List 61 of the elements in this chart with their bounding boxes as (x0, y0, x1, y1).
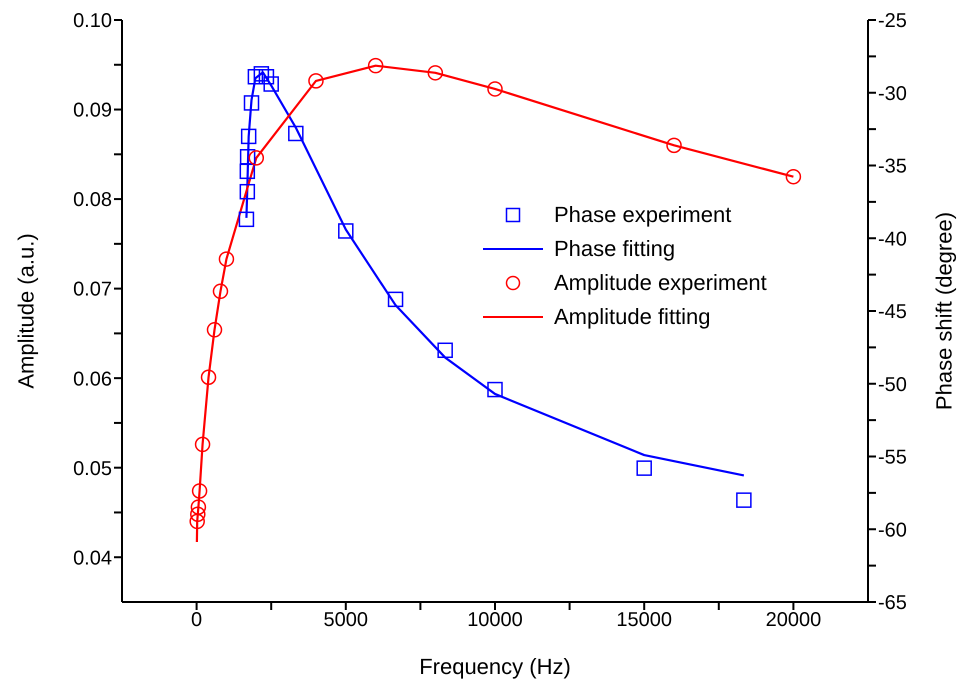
point (288, 126, 304, 142)
point (190, 506, 206, 522)
point (212, 284, 228, 300)
y2-tick-label: -30 (878, 82, 907, 105)
point (190, 499, 206, 515)
point (368, 58, 384, 74)
point (437, 342, 453, 358)
x-tick-label: 0 (191, 609, 202, 632)
point (428, 65, 444, 81)
point (636, 460, 652, 476)
y-tick-label: 0.10 (73, 10, 112, 32)
legend-label: Amplitude experiment (554, 269, 767, 297)
point (308, 73, 324, 89)
point (338, 223, 354, 239)
point (238, 212, 254, 228)
point (200, 370, 216, 386)
y2-tick-label: -45 (878, 301, 907, 324)
point (258, 68, 274, 84)
y2-tick-label: -50 (878, 374, 907, 396)
point (254, 66, 270, 82)
point (240, 128, 256, 144)
point (244, 95, 260, 111)
point (487, 382, 503, 398)
point (189, 514, 205, 530)
y-tick-label: 0.09 (73, 100, 112, 122)
point (206, 322, 222, 338)
y-axis-title: Amplitude (a.u.) (14, 233, 38, 389)
point (666, 138, 682, 154)
y-tick-label: 0.06 (73, 368, 112, 390)
y2-axis-title: Phase shift (degree) (932, 212, 956, 410)
x-axis-title: Frequency (Hz) (419, 654, 571, 679)
y-tick-label: 0.07 (73, 278, 112, 301)
legend-label: Phase fitting (554, 235, 676, 263)
legend-label: Phase experiment (554, 201, 732, 229)
y2-tick-label: -35 (878, 156, 907, 178)
y-tick-label: 0.05 (73, 458, 112, 480)
point (263, 76, 279, 92)
x-tick-label: 15000 (616, 609, 672, 632)
point (192, 483, 208, 499)
y-tick-label: 0.04 (73, 547, 112, 570)
x-tick-label: 10000 (467, 609, 523, 632)
legend-label: Amplitude fitting (554, 303, 711, 331)
y2-tick-label: -65 (878, 592, 907, 614)
y-tick-label: 0.08 (73, 189, 112, 212)
point (218, 251, 234, 267)
y2-tick-label: -40 (878, 228, 907, 250)
point (786, 168, 802, 184)
y2-tick-label: -60 (878, 519, 907, 542)
x-tick-label: 20000 (766, 609, 822, 632)
y2-tick-label: -55 (878, 446, 907, 469)
point (194, 436, 210, 452)
point (240, 149, 256, 165)
point (248, 150, 264, 166)
point (736, 492, 752, 508)
point (248, 68, 264, 84)
x-tick-label: 5000 (324, 609, 368, 632)
point (388, 292, 404, 308)
point (240, 184, 256, 200)
y2-tick-label: -25 (878, 10, 907, 32)
point (487, 81, 503, 97)
point (240, 164, 256, 180)
